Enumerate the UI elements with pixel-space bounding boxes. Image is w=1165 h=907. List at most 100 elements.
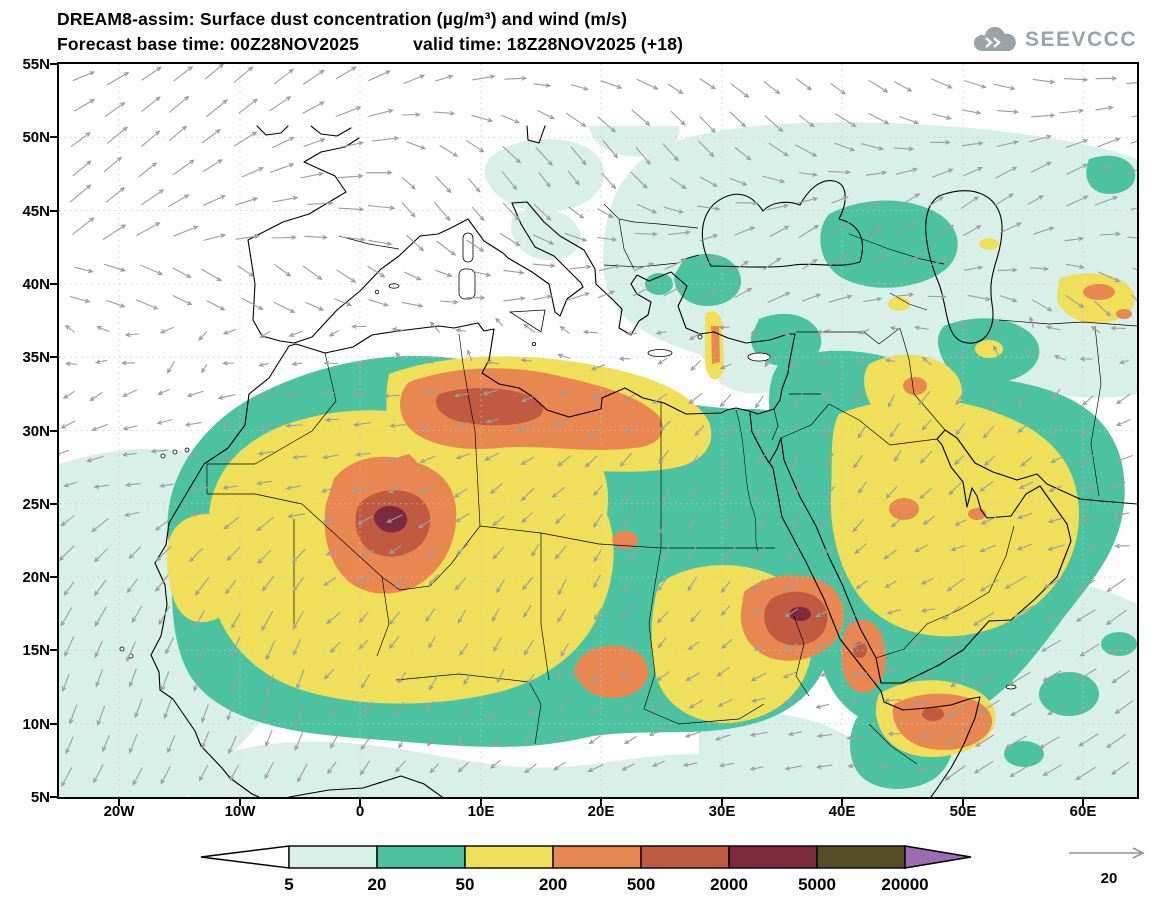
wind-arrow [419,455,436,463]
wind-arrow [428,573,439,586]
chart-title: DREAM8-assim: Surface dust concentration… [57,9,628,29]
wind-arrow [815,764,833,770]
wind-arrow [670,110,686,126]
wind-arrow [418,486,434,494]
wind-arrow [327,761,337,775]
wind-arrow [471,114,494,123]
wind-arrow [1126,169,1137,175]
wind-arrow [103,156,123,173]
wind-arrow [428,636,436,649]
wind-arrow [1033,226,1055,235]
wind-arrow [948,482,962,496]
wind-arrow [333,298,353,307]
wind-arrow [1027,195,1044,206]
wind-arrow [222,328,237,335]
wind-arrow [630,171,648,189]
wind-arrow [223,516,240,530]
wind-arrow [921,418,932,431]
wind-arrow [526,673,535,686]
wind-arrow [622,393,636,403]
wind-arrow [135,299,159,310]
wind-arrow [336,269,357,283]
wind-arrow [338,173,364,179]
wind-arrow [729,177,748,186]
wind-arrow [657,519,670,535]
wind-arrow [141,66,162,81]
wind-arrow [258,362,269,368]
lat-tick [50,576,57,579]
wind-arrow [368,70,391,82]
lat-tick [50,649,57,652]
wind-arrow [531,544,540,557]
wind-arrow [128,733,138,754]
wind-arrow [1047,517,1063,524]
wind-arrow [496,579,505,594]
wind-arrow [1081,395,1094,406]
wind-arrow [233,66,254,83]
wind-arrow [439,299,459,305]
wind-arrow [626,639,638,652]
wind-arrow [1105,609,1128,625]
wind-arrow [91,517,109,533]
wind-arrow [132,767,143,786]
wind-arrow [1064,236,1085,242]
wind-arrow [569,264,592,270]
wind-arrow [533,294,553,301]
wind-arrow [302,69,325,85]
wind-arrow [1075,766,1096,781]
wind-arrow [933,224,955,239]
wind-arrow [165,637,174,655]
wind-arrow [485,418,499,424]
lat-tick [50,209,57,212]
wind-arrow [401,202,416,218]
wind-arrow [388,544,402,555]
lat-tick-label: 45N [22,202,50,220]
wind-arrow [820,670,834,677]
wind-arrow [554,545,567,560]
wind-arrow [433,110,456,116]
wind-arrow [65,736,74,755]
wind-arrow [556,455,572,467]
wind-arrow [782,670,798,679]
wind-arrow [824,452,834,468]
wind-arrow [824,486,835,500]
wind-arrow [288,330,303,337]
wind-arrow [1114,543,1130,549]
wind-arrow [63,581,75,596]
wind-arrow [592,670,602,683]
wind-arrow [222,485,239,490]
wind-arrow [931,168,954,178]
wind-arrow [750,672,768,682]
wind-arrow [305,301,325,311]
wind-arrow [91,423,108,432]
wind-arrow [391,327,403,332]
lon-tick-label: 50E [949,803,977,820]
wind-arrow [226,546,241,562]
wind-arrow [593,484,603,497]
wind-arrow [865,226,882,239]
wind-arrow [491,515,505,527]
wind-arrow [454,577,467,591]
wind-arrow [105,186,126,203]
wind-arrow [425,549,438,558]
wind-arrow [1010,703,1032,717]
wind-arrow [435,269,453,278]
wind-arrow [238,98,259,114]
wind-arrow [271,136,295,149]
wind-arrow [503,269,525,275]
wind-arrow [1115,393,1131,405]
wind-arrow [330,704,340,716]
wind-arrow [361,549,375,559]
wind-arrow [920,577,934,585]
legend-level-label: 200 [539,875,567,894]
wind-arrow [657,637,667,649]
wind-arrow [355,361,368,367]
legend-arrow-left [200,845,290,869]
legend-segment [464,845,554,869]
wind-arrow [997,267,1018,273]
wind-arrow [955,422,966,436]
wind-arrow [835,113,857,128]
wind-arrow [258,424,275,430]
wind-arrow [233,131,258,147]
